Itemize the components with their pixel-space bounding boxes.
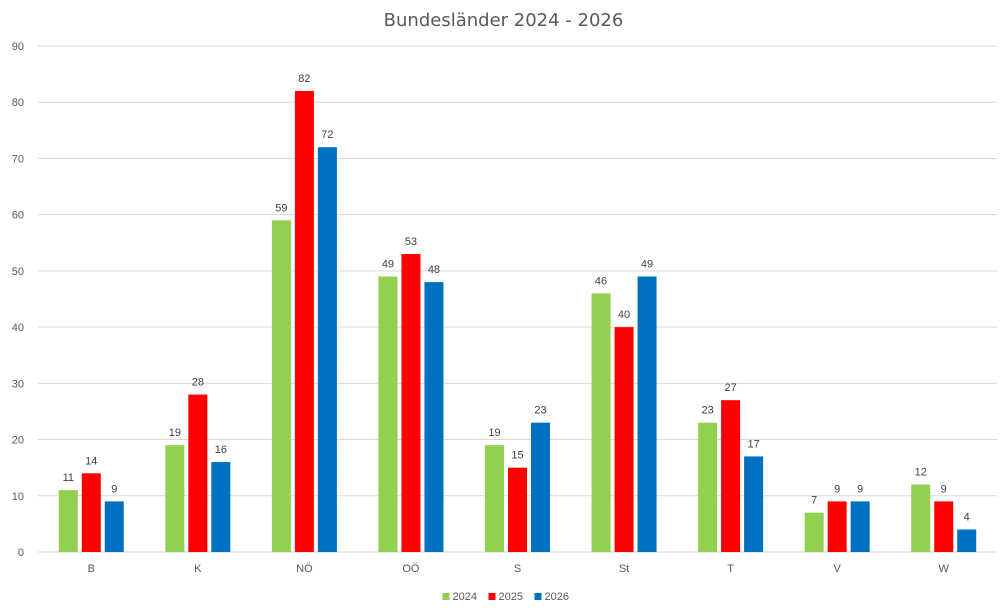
- data-label: 28: [192, 377, 204, 389]
- data-label: 11: [63, 472, 74, 484]
- x-tick-label: W: [939, 563, 950, 575]
- bar-2025-T: [721, 400, 741, 552]
- data-label: 23: [534, 405, 546, 417]
- data-label: 16: [215, 444, 227, 456]
- data-label: 46: [595, 275, 607, 287]
- x-tick-label: V: [833, 563, 841, 575]
- data-label: 9: [111, 483, 117, 495]
- legend: 2024 2025 2026: [442, 591, 569, 603]
- bar-2026-OÖ: [424, 282, 444, 552]
- bar-2026-K: [211, 462, 231, 552]
- data-label: 12: [915, 467, 927, 479]
- x-tick-label: St: [619, 563, 629, 575]
- y-tick-label: 20: [12, 435, 24, 447]
- bar-2025-V: [827, 501, 847, 552]
- data-label: 14: [85, 455, 97, 467]
- bar-2025-NÖ: [294, 90, 314, 552]
- chart-title: Bundesländer 2024 - 2026: [384, 10, 624, 31]
- data-label: 49: [382, 259, 394, 271]
- y-tick-label: 70: [12, 153, 24, 165]
- bar-2025-W: [934, 501, 954, 552]
- data-label: 9: [857, 483, 863, 495]
- bar-2024-W: [911, 484, 931, 552]
- data-label: 23: [701, 405, 713, 417]
- data-label: 48: [428, 264, 440, 276]
- bar-2024-St: [591, 293, 611, 552]
- legend-label: 2024: [453, 591, 477, 603]
- bar-2026-V: [850, 501, 870, 552]
- data-label: 19: [169, 427, 181, 439]
- y-axis-ticks: 0 10 20 30 40 50 60 70 80 90: [12, 41, 24, 559]
- data-label: 4: [964, 512, 970, 524]
- data-label: 9: [834, 483, 840, 495]
- y-tick-label: 0: [18, 547, 24, 559]
- legend-label: 2025: [499, 591, 523, 603]
- bar-2024-S: [485, 445, 504, 552]
- data-label: 59: [275, 202, 287, 214]
- legend-swatch-2024: [442, 593, 450, 600]
- bar-2026-W: [957, 529, 977, 552]
- data-label: 15: [511, 450, 523, 462]
- data-labels: 1114919281659827249534819152346404923271…: [63, 73, 970, 524]
- bar-2025-OÖ: [401, 254, 421, 552]
- data-label: 27: [724, 382, 736, 394]
- bar-2025-K: [188, 394, 208, 552]
- x-tick-label: T: [727, 563, 734, 575]
- y-tick-label: 30: [12, 378, 24, 390]
- y-tick-label: 80: [12, 97, 24, 109]
- data-label: 72: [321, 129, 333, 141]
- legend-swatch-2026: [534, 593, 542, 600]
- bar-2024-OÖ: [378, 276, 398, 552]
- data-label: 40: [618, 309, 630, 321]
- y-tick-label: 40: [12, 322, 24, 334]
- x-tick-label: OÖ: [402, 563, 420, 575]
- y-tick-label: 10: [12, 491, 24, 503]
- bar-2024-NÖ: [271, 220, 291, 553]
- bar-2026-T: [744, 456, 764, 552]
- bar-2024-B: [58, 490, 78, 552]
- y-tick-label: 90: [12, 41, 24, 53]
- x-tick-label: B: [88, 563, 95, 575]
- data-label: 7: [811, 495, 817, 507]
- bar-2026-S: [531, 422, 550, 552]
- x-tick-label: S: [514, 563, 521, 575]
- bar-2025-S: [508, 467, 527, 552]
- y-tick-label: 50: [12, 266, 24, 278]
- y-tick-label: 60: [12, 210, 24, 222]
- data-label: 17: [747, 438, 759, 450]
- bar-2026-St: [637, 276, 657, 552]
- x-tick-label: NÖ: [296, 563, 313, 575]
- legend-swatch-2025: [488, 593, 496, 600]
- data-label: 82: [298, 73, 310, 85]
- bar-2025-St: [614, 327, 634, 552]
- x-axis-ticks: B K NÖ OÖ S St T V W: [88, 563, 950, 575]
- bar-2025-B: [81, 473, 101, 552]
- bars: [58, 90, 977, 553]
- data-label: 9: [941, 483, 947, 495]
- bar-2024-K: [165, 445, 185, 552]
- data-label: 53: [405, 236, 417, 248]
- data-label: 19: [488, 427, 500, 439]
- bar-2024-T: [698, 422, 718, 552]
- x-tick-label: K: [194, 563, 202, 575]
- bar-2026-B: [104, 501, 124, 552]
- data-label: 49: [641, 259, 653, 271]
- bar-2026-NÖ: [317, 147, 337, 552]
- legend-label: 2026: [545, 591, 569, 603]
- bar-2024-V: [804, 512, 824, 552]
